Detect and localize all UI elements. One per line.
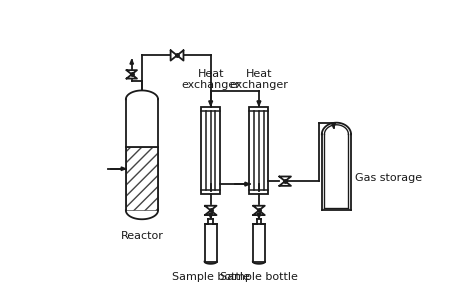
Bar <box>205 224 217 262</box>
Text: Heat
exchanger: Heat exchanger <box>229 69 288 90</box>
Text: Heat
exchanger: Heat exchanger <box>181 69 240 90</box>
Polygon shape <box>121 167 126 170</box>
Polygon shape <box>257 101 261 106</box>
Bar <box>249 107 268 194</box>
Text: Reactor: Reactor <box>120 231 164 241</box>
Polygon shape <box>257 213 261 218</box>
Text: Sample bottle: Sample bottle <box>172 272 250 282</box>
Polygon shape <box>245 182 250 186</box>
Text: Gas storage: Gas storage <box>355 173 422 183</box>
Bar <box>126 147 158 210</box>
Polygon shape <box>257 184 261 189</box>
Polygon shape <box>209 101 213 106</box>
Polygon shape <box>209 213 213 218</box>
Text: Sample bottle: Sample bottle <box>220 272 298 282</box>
Polygon shape <box>130 60 134 64</box>
Polygon shape <box>209 184 213 189</box>
Polygon shape <box>332 123 336 128</box>
Bar <box>253 224 265 262</box>
Bar <box>201 107 220 194</box>
